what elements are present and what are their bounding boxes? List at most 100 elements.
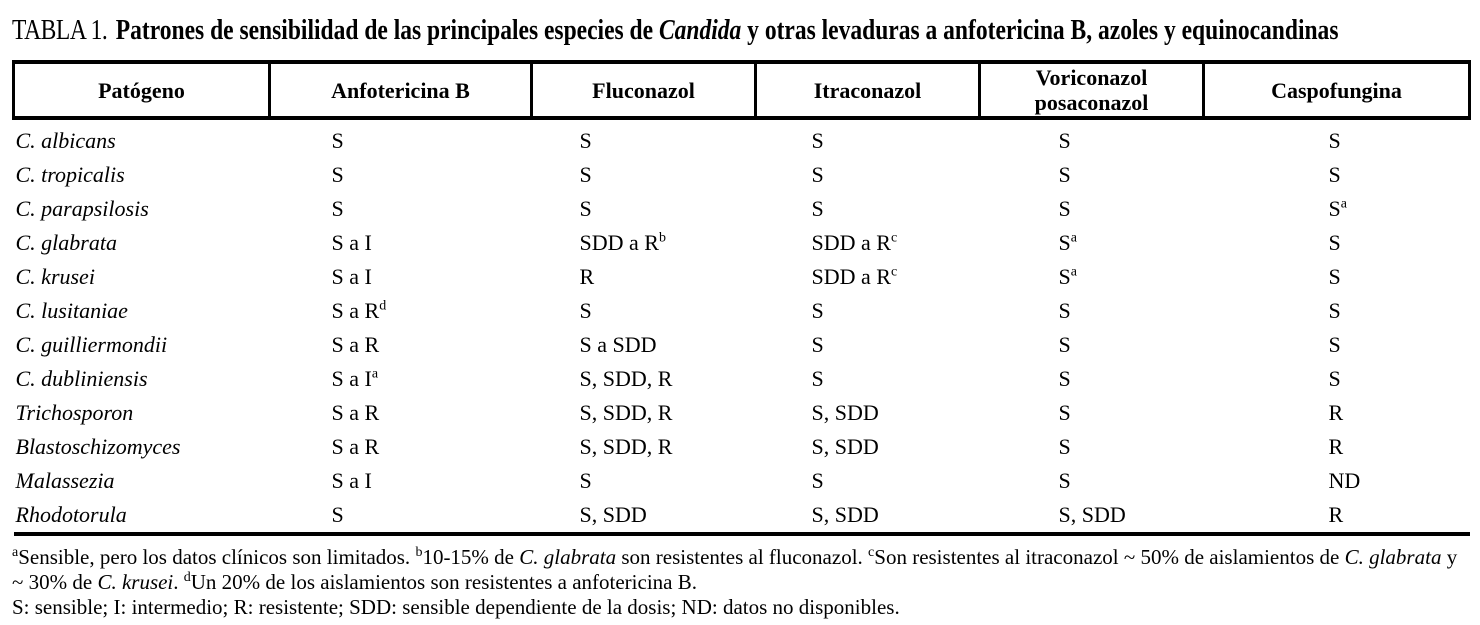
sensitivity-value: S bbox=[1328, 366, 1341, 391]
table-row: Malassezia S a I S S S ND bbox=[14, 464, 1470, 498]
column-header: Anfotericina B bbox=[268, 60, 533, 120]
sensitivity-value: S bbox=[811, 298, 824, 323]
sensitivity-value: ND bbox=[1328, 468, 1361, 493]
sensitivity-value: S, SDD bbox=[579, 502, 647, 527]
sensitivity-value: S bbox=[811, 366, 824, 391]
sensitivity-value: S bbox=[579, 128, 592, 153]
column-header: Fluconazol bbox=[530, 60, 757, 120]
sensitivity-value: S bbox=[1328, 230, 1341, 255]
sensitivity-value: S bbox=[1328, 128, 1341, 153]
table-row: C. dubliniensis S a Ia S, SDD, R S S S bbox=[14, 362, 1470, 396]
sensitivity-value: S a R bbox=[331, 434, 380, 459]
sensitivity-value: SDD a Rc bbox=[811, 230, 898, 255]
sensitivity-value: R bbox=[1328, 400, 1344, 425]
sensitivity-value: S bbox=[1058, 332, 1071, 357]
pathogen-name: C. krusei bbox=[15, 264, 95, 289]
pathogen-name: C. glabrata bbox=[15, 230, 117, 255]
sensitivity-value: S, SDD bbox=[811, 502, 879, 527]
table-row: C. tropicalis S S S S S bbox=[14, 158, 1470, 192]
table-row: Rhodotorula S S, SDD S, SDD S, SDD R bbox=[14, 498, 1470, 534]
sensitivity-value: S bbox=[1058, 298, 1071, 323]
table-number: TABLA 1. bbox=[12, 15, 108, 46]
sensitivity-value: S bbox=[1058, 468, 1071, 493]
sensitivity-value: R bbox=[579, 264, 595, 289]
sensitivity-value: S bbox=[811, 468, 824, 493]
pathogen-name: Trichosporon bbox=[15, 400, 134, 425]
sensitivity-value: S bbox=[1058, 434, 1071, 459]
header-row: Patógeno Anfotericina B Fluconazol Itracona… bbox=[12, 60, 1471, 120]
footnote-notes: aSensible, pero los datos clínicos son l… bbox=[12, 545, 1458, 594]
sensitivity-value: S, SDD bbox=[811, 400, 879, 425]
sensitivity-value: S bbox=[1058, 366, 1071, 391]
pathogen-name: C. lusitaniae bbox=[15, 298, 128, 323]
table-row: Trichosporon S a R S, SDD, R S, SDD S R bbox=[14, 396, 1470, 430]
sensitivity-value: S bbox=[1328, 162, 1341, 187]
sensitivity-value: R bbox=[1328, 434, 1344, 459]
pathogen-name: C. albicans bbox=[15, 128, 116, 153]
pathogen-name: Rhodotorula bbox=[15, 502, 127, 527]
table-row: C. parapsilosis S S S S Sa bbox=[14, 192, 1470, 226]
table-row: Blastoschizomyces S a R S, SDD, R S, SDD S R bbox=[14, 430, 1470, 464]
pathogen-name: C. guilliermondii bbox=[15, 332, 168, 357]
pathogen-name: C. parapsilosis bbox=[15, 196, 149, 221]
sensitivity-value: R bbox=[1328, 502, 1344, 527]
sensitivity-value: S a I bbox=[331, 468, 372, 493]
sensitivity-value: S bbox=[331, 502, 344, 527]
sensitivity-value: S bbox=[1328, 298, 1341, 323]
sensitivity-value: S bbox=[331, 162, 344, 187]
sensitivity-value: S bbox=[811, 128, 824, 153]
sensitivity-value: S, SDD, R bbox=[579, 366, 673, 391]
table-row: C. lusitaniae S a Rd S S S S bbox=[14, 294, 1470, 328]
pathogen-name: Blastoschizomyces bbox=[15, 434, 181, 459]
pathogen-name: Malassezia bbox=[15, 468, 115, 493]
footnotes: aSensible, pero los datos clínicos son l… bbox=[12, 545, 1468, 620]
table-row: C. albicans S S S S S bbox=[14, 118, 1470, 158]
sensitivity-value: S, SDD, R bbox=[579, 434, 673, 459]
sensitivity-value: SDD a Rc bbox=[811, 264, 898, 289]
sensitivity-value: S, SDD, R bbox=[579, 400, 673, 425]
sensitivity-value: S bbox=[331, 128, 344, 153]
sensitivity-value: S bbox=[811, 162, 824, 187]
sensitivity-value: S bbox=[579, 162, 592, 187]
sensitivity-value: S a R bbox=[331, 332, 380, 357]
sensitivity-value: S bbox=[331, 196, 344, 221]
sensitivity-value: S a I bbox=[331, 264, 372, 289]
sensitivity-value: S a SDD bbox=[579, 332, 657, 357]
sensitivity-value: S a Rd bbox=[331, 298, 387, 323]
column-header: Patógeno bbox=[12, 60, 271, 120]
sensitivity-value: Sa bbox=[1058, 230, 1077, 255]
column-header: Voriconazol posaconazol bbox=[978, 60, 1205, 120]
sensitivity-value: S bbox=[1328, 264, 1341, 289]
sensitivity-value: SDD a Rb bbox=[579, 230, 666, 255]
sensitivity-table: Patógeno Anfotericina B Fluconazol Itracona… bbox=[12, 60, 1471, 536]
sensitivity-value: Sa bbox=[1058, 264, 1077, 289]
sensitivity-value: S a I bbox=[331, 230, 372, 255]
sensitivity-value: S bbox=[811, 332, 824, 357]
sensitivity-value: S a R bbox=[331, 400, 380, 425]
pathogen-name: C. dubliniensis bbox=[15, 366, 148, 391]
sensitivity-value: S, SDD bbox=[811, 434, 879, 459]
sensitivity-value: S bbox=[1058, 162, 1071, 187]
sensitivity-value: S bbox=[1058, 128, 1071, 153]
table-caption: Patrones de sensibilidad de las principa… bbox=[115, 15, 1339, 46]
sensitivity-value: S bbox=[579, 298, 592, 323]
sensitivity-value: S bbox=[1058, 196, 1071, 221]
table-row: C. guilliermondii S a R S a SDD S S S bbox=[14, 328, 1470, 362]
sensitivity-value: S a Ia bbox=[331, 366, 379, 391]
pathogen-name: C. tropicalis bbox=[15, 162, 125, 187]
sensitivity-value: Sa bbox=[1328, 196, 1347, 221]
sensitivity-value: S bbox=[811, 196, 824, 221]
table-row: C. glabrata S a I SDD a Rb SDD a Rc Sa S bbox=[14, 226, 1470, 260]
column-header: Caspofungina bbox=[1202, 60, 1471, 120]
footnote-legend: S: sensible; I: intermedio; R: resistent… bbox=[12, 595, 900, 619]
sensitivity-value: S bbox=[579, 468, 592, 493]
sensitivity-value: S bbox=[1328, 332, 1341, 357]
table-title: TABLA 1. Patrones de sensibilidad de las … bbox=[12, 12, 1338, 50]
sensitivity-value: S bbox=[1058, 400, 1071, 425]
table-body: C. albicans S S S S S C. tropicalis S S S S S C. par… bbox=[14, 118, 1470, 534]
table-row: C. krusei S a I R SDD a Rc Sa S bbox=[14, 260, 1470, 294]
sensitivity-value: S bbox=[579, 196, 592, 221]
column-header: Itraconazol bbox=[754, 60, 981, 120]
sensitivity-value: S, SDD bbox=[1058, 502, 1126, 527]
